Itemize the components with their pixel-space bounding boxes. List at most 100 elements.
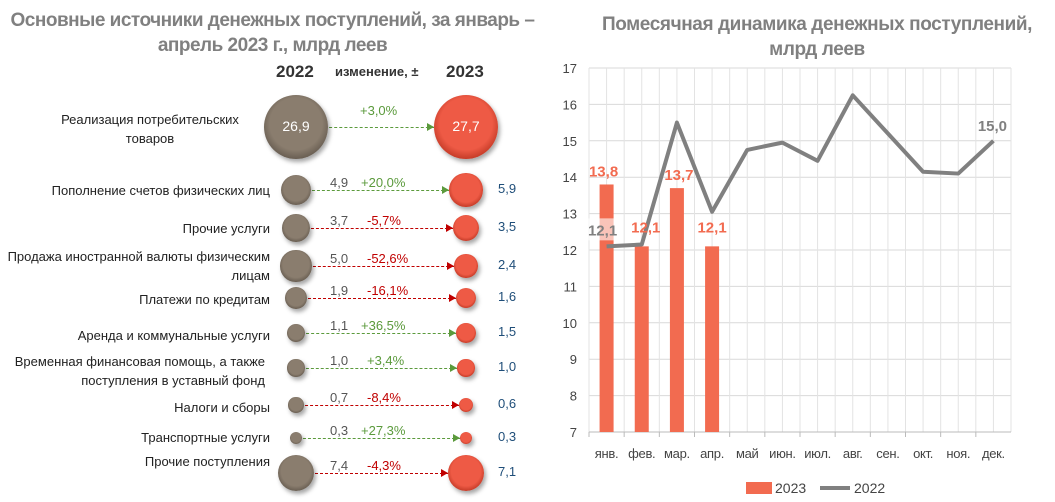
x-tick-label: фев. (628, 446, 655, 461)
bubble-2022 (280, 250, 312, 282)
change-arrow (299, 405, 459, 406)
row-label: Прочие услуги (182, 221, 270, 236)
left-title: Основные источники денежных поступлений,… (0, 8, 545, 58)
change-percent: -52,6% (367, 251, 409, 266)
arrow-head-icon (450, 364, 458, 372)
bubble-2023 (457, 359, 475, 377)
change-arrow (305, 228, 453, 229)
value-2022: 7,4 (330, 458, 349, 473)
y-tick-label: 9 (570, 352, 577, 367)
arrow-head-icon (441, 469, 449, 477)
bar-data-label: 13,7 (664, 167, 693, 184)
bubble-2022 (285, 287, 307, 309)
x-tick-label: окт. (913, 446, 933, 461)
arrow-head-icon (442, 186, 450, 194)
change-percent: -4,3% (367, 458, 401, 473)
bubble-chart: Реализация потребительских товаров 26,9 27… (8, 94, 517, 492)
y-tick-label: 16 (563, 97, 577, 112)
change-percent: +27,3% (361, 423, 406, 438)
y-tick-label: 17 (563, 61, 577, 76)
bubble-2022 (280, 174, 312, 206)
bubble-2022 (277, 454, 315, 492)
bubble-2022 (263, 94, 329, 160)
left-title-line2: апрель 2023 г., млрд леев (157, 35, 388, 56)
value-2023: 1,5 (498, 324, 517, 339)
bubble-2023 (456, 323, 476, 343)
x-tick-label: сен. (876, 446, 899, 461)
bar-data-label: 13,8 (589, 163, 618, 180)
legend-label-2022: 2022 (854, 480, 885, 496)
x-tick-label: июл. (804, 446, 831, 461)
x-tick-label: авг. (843, 446, 863, 461)
y-tick-label: 10 (563, 316, 577, 331)
header-2022: 2022 (276, 62, 314, 81)
y-tick-label: 15 (563, 134, 577, 149)
change-arrow (310, 473, 449, 474)
change-arrow (298, 438, 460, 439)
y-tick-label: 8 (570, 389, 577, 404)
bubble-2022 (288, 397, 304, 413)
change-percent: +36,5% (361, 318, 406, 333)
bubble-2022 (282, 214, 310, 242)
row-label: Платежи по кредитам (139, 292, 270, 307)
row-label: Транспортные услуги (141, 430, 270, 445)
value-2022: 0,3 (330, 423, 349, 438)
row-label: Реализация потребительских товаров (61, 112, 239, 146)
arrow-head-icon (426, 123, 434, 131)
bubble-2022 (287, 324, 305, 342)
value-2022: 0,7 (330, 390, 349, 405)
value-2022: 1,9 (330, 283, 349, 298)
x-tick-label: апр. (700, 446, 724, 461)
value-2023: 7,1 (498, 464, 517, 479)
x-tick-label: янв. (595, 446, 619, 461)
change-arrow (302, 298, 456, 299)
change-percent: -16,1% (367, 283, 409, 298)
value-2023: 2,4 (498, 257, 517, 272)
label-background (586, 218, 619, 241)
change-percent: +3,0% (360, 103, 398, 118)
bubble-2023 (452, 214, 480, 242)
y-tick-label: 11 (564, 279, 578, 294)
bubble-2023 (449, 173, 483, 207)
value-2023: 1,0 (498, 359, 517, 374)
arrow-head-icon (447, 262, 455, 270)
x-tick-label: июн. (769, 446, 796, 461)
row-label: Пополнение счетов физических лиц (51, 183, 270, 198)
line-2022 (606, 93, 995, 249)
value-2023: 0,6 (498, 396, 517, 411)
value-2022: 1,1 (330, 318, 349, 333)
change-arrow (300, 368, 458, 369)
row-label: Прочие поступления (144, 454, 270, 469)
change-arrow (307, 190, 450, 191)
value-2022: 1,0 (330, 353, 349, 368)
line-data-label: 15,0 (978, 118, 1007, 135)
value-2023: 27,7 (452, 118, 480, 134)
x-tick-label: ноя. (946, 446, 970, 461)
x-tick-label: май (736, 446, 759, 461)
bubble-2023 (458, 397, 474, 413)
header-change: изменение, ± (335, 64, 419, 79)
row-label: Временная финансовая помощь, а также пос… (14, 354, 265, 388)
change-arrow (307, 266, 455, 267)
change-percent: -5,7% (367, 213, 401, 228)
bubble-2023 (455, 287, 477, 309)
value-2022: 26,9 (282, 118, 310, 134)
line-data-label: 12,1 (588, 222, 617, 239)
arrow-head-icon (449, 329, 457, 337)
bar-data-label: 12,1 (631, 219, 660, 236)
legend-label-2023: 2023 (775, 480, 806, 496)
left-title-line1: Основные источники денежных поступлений,… (10, 10, 535, 31)
x-tick-label: мар. (664, 446, 690, 461)
arrow-head-icon (445, 224, 453, 232)
value-2022: 3,7 (330, 213, 349, 228)
value-2023: 1,6 (498, 289, 517, 304)
bubble-2022 (289, 431, 303, 445)
arrow-head-icon (448, 294, 456, 302)
change-percent: +3,4% (367, 353, 405, 368)
change-arrow (300, 333, 457, 334)
change-arrow (324, 127, 434, 128)
row-label: Налоги и сборы (174, 400, 270, 415)
arrow-head-icon (452, 434, 460, 442)
y-tick-label: 13 (563, 207, 577, 222)
value-2022: 5,0 (330, 251, 349, 266)
